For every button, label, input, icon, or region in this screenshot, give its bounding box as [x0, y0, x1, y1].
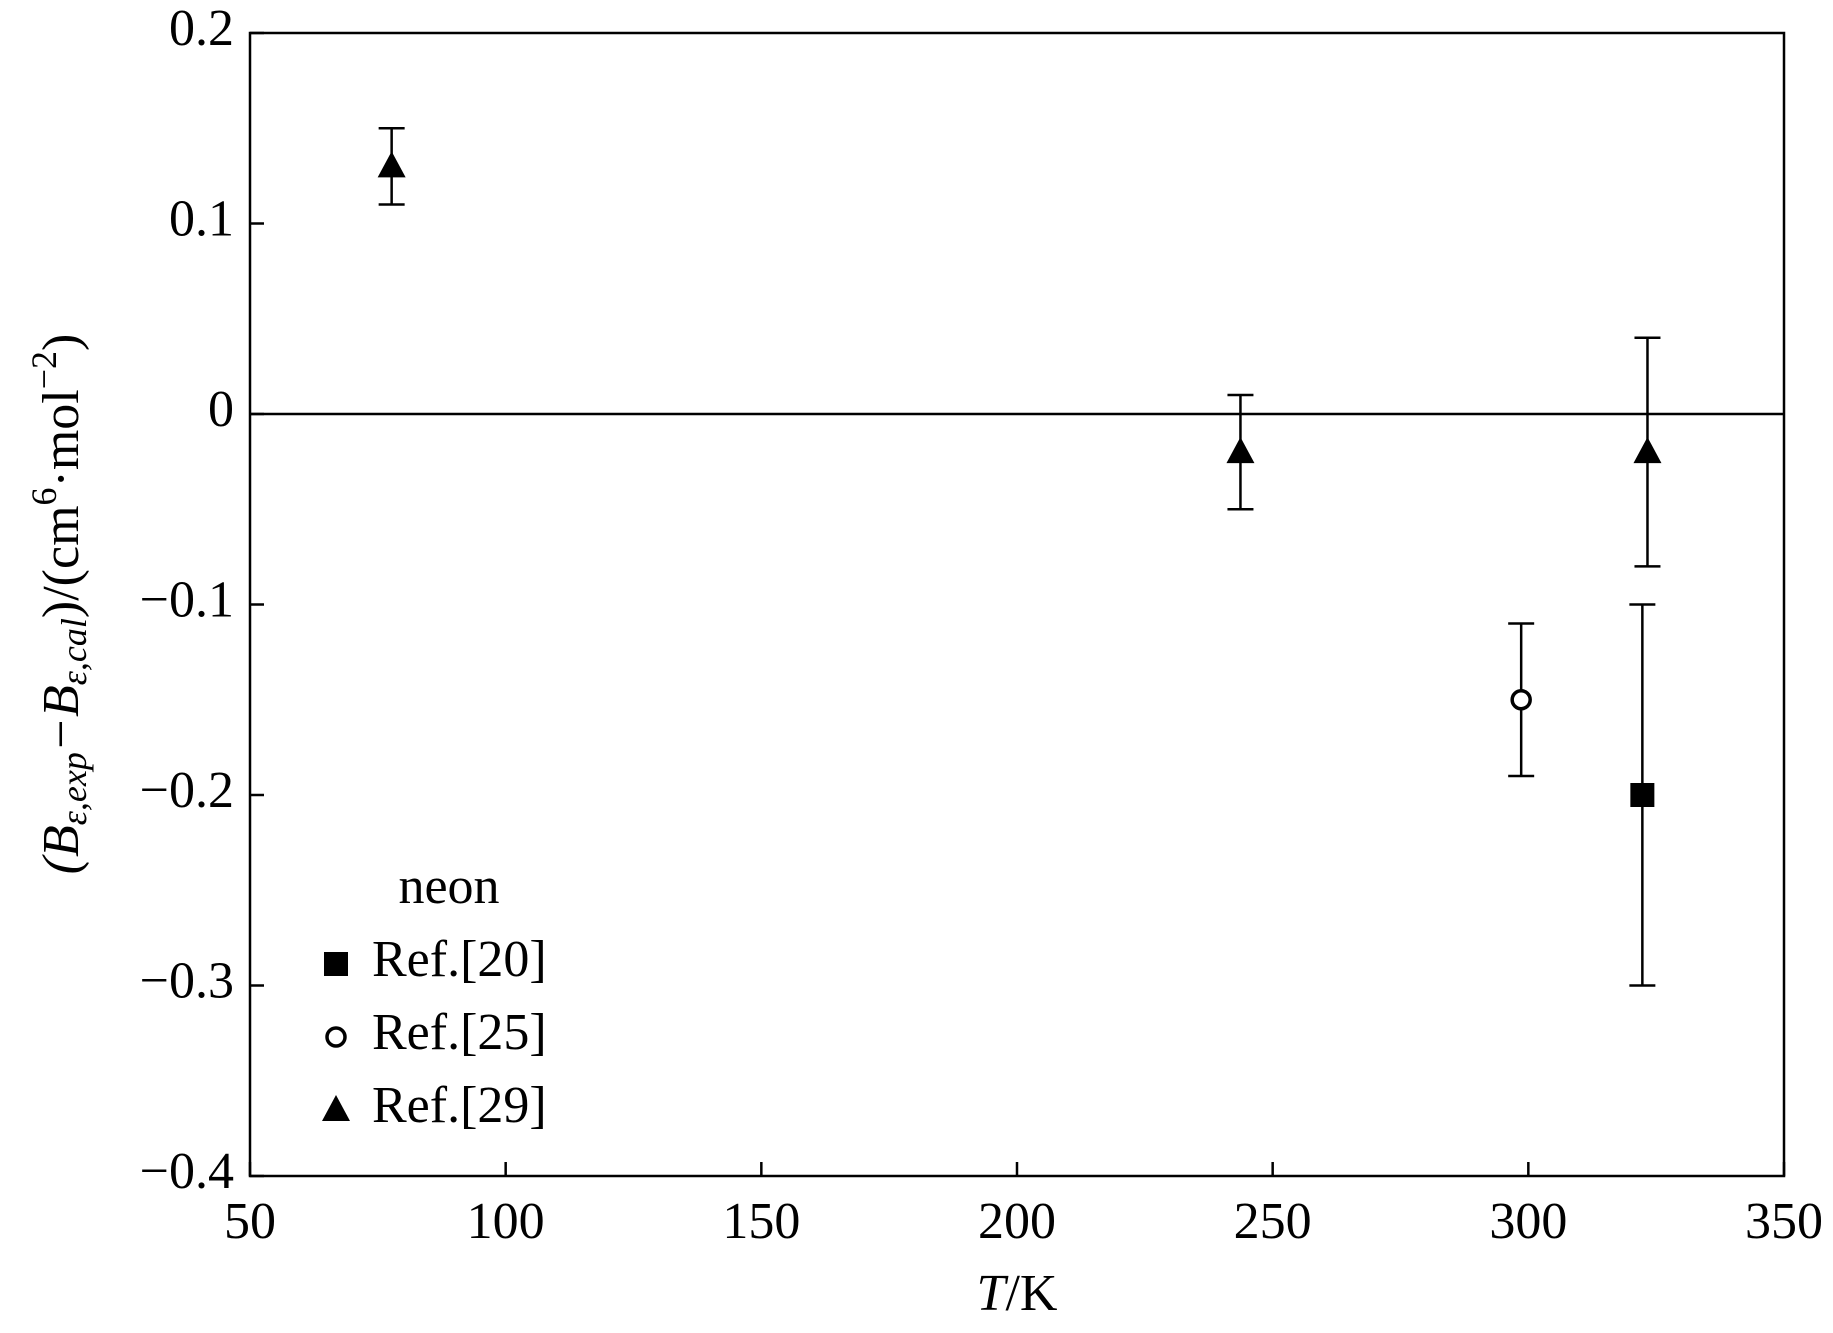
x-label-part: /K	[1005, 1265, 1057, 1322]
y-label-part: −B	[33, 685, 90, 752]
data-point	[1510, 689, 1532, 711]
y-axis-label: (Bε,exp−Bε,cal)/(cm6·mol−2)	[24, 334, 94, 875]
x-tick-label: 200	[978, 1193, 1056, 1250]
legend-marker	[322, 1095, 350, 1121]
y-label-part: ·mol	[33, 389, 90, 487]
x-label-part: T	[977, 1265, 1009, 1322]
data-point	[1226, 437, 1255, 464]
y-label-part: )	[33, 334, 90, 351]
legend-marker	[325, 1026, 347, 1048]
data-point	[1630, 783, 1655, 807]
x-tick-label: 250	[1234, 1193, 1312, 1250]
data-point	[1633, 437, 1662, 464]
y-label-part: ε,cal	[54, 618, 94, 685]
legend-label: Ref.[25]	[372, 1004, 547, 1061]
y-label-part: (B	[33, 825, 90, 874]
y-tick-label: −0.3	[140, 952, 234, 1009]
x-tick-label: 150	[722, 1193, 800, 1250]
y-tick-label: −0.2	[140, 762, 234, 819]
legend-label: Ref.[20]	[372, 931, 547, 988]
x-tick-label: 50	[224, 1193, 276, 1250]
legend-marker	[324, 952, 348, 976]
data-point	[377, 151, 406, 178]
x-tick-label: 350	[1745, 1193, 1823, 1250]
y-label-part: )/(cm	[33, 505, 90, 618]
y-tick-label: 0.2	[169, 0, 234, 57]
x-tick-label: 300	[1489, 1193, 1567, 1250]
y-tick-label: 0.1	[169, 190, 234, 247]
legend-label: Ref.[29]	[372, 1077, 547, 1134]
y-tick-label: −0.1	[140, 571, 234, 628]
y-label-part: ε,exp	[54, 752, 94, 825]
x-axis-label: T/K	[977, 1265, 1058, 1322]
y-label-part: −2	[24, 351, 64, 389]
legend-title: neon	[398, 858, 499, 915]
y-tick-label: −0.4	[140, 1143, 234, 1200]
y-label-part: 6	[24, 487, 64, 505]
y-tick-label: 0	[208, 381, 234, 438]
x-tick-label: 100	[467, 1193, 545, 1250]
